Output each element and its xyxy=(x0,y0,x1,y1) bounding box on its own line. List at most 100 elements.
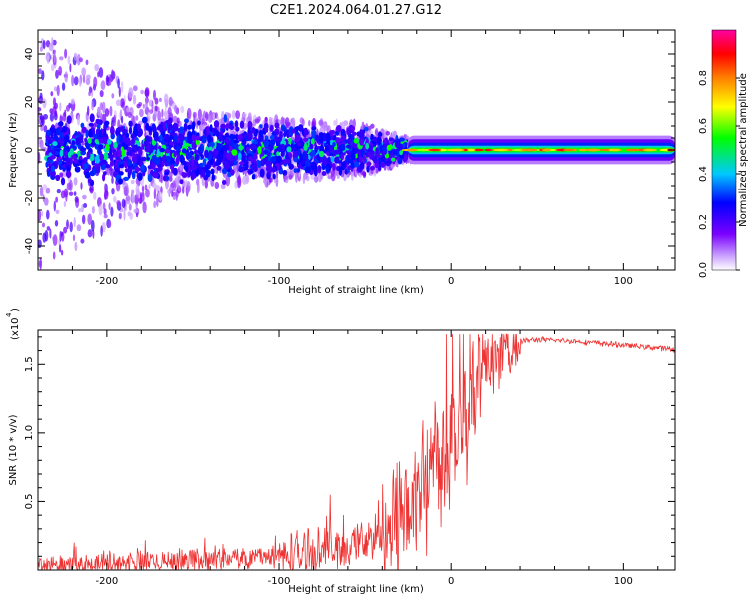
heatmap-cell xyxy=(64,109,67,118)
heatmap-cell xyxy=(99,102,103,111)
colorbar-tick-label: 0.0 xyxy=(698,262,709,278)
heatmap-cell xyxy=(139,108,144,118)
heatmap-cell xyxy=(214,112,218,119)
heatmap-cell xyxy=(153,108,158,118)
heatmap-cell xyxy=(467,148,476,152)
heatmap-cell xyxy=(314,134,320,141)
heatmap-cell xyxy=(49,108,53,114)
heatmap-cell xyxy=(311,126,317,131)
heatmap-cell xyxy=(91,219,95,232)
heatmap-cell xyxy=(129,212,134,220)
heatmap-cell xyxy=(148,184,151,190)
heatmap-cell xyxy=(96,123,101,130)
heatmap-cell xyxy=(110,168,114,178)
figure-title: C2E1.2024.064.01.27.G12 xyxy=(270,3,442,18)
heatmap-cell xyxy=(158,170,163,183)
heatmap-cell xyxy=(311,117,317,130)
x-tick-label: -200 xyxy=(96,576,119,587)
colorbar-gradient xyxy=(711,29,737,271)
snr-frame xyxy=(37,329,676,571)
heatmap-cell xyxy=(91,206,95,214)
heatmap-cell xyxy=(251,127,256,134)
bottom-y-ticks: 0.5 1.0 1.5 xyxy=(24,336,675,557)
heatmap-cell xyxy=(38,111,41,118)
heatmap-cell xyxy=(269,124,274,132)
heatmap-cell xyxy=(46,226,51,231)
heatmap-cell xyxy=(335,118,338,127)
heatmap-cell xyxy=(183,122,188,132)
top-x-ticks: -200 -100 0 100 xyxy=(37,30,659,287)
heatmap-cell xyxy=(110,206,114,217)
heatmap-cell xyxy=(164,171,170,176)
heatmap-cell xyxy=(87,105,90,116)
heatmap-cell xyxy=(303,127,308,135)
heatmap-cell xyxy=(103,189,109,200)
bottom-x-ticks: -200 -100 0 100 xyxy=(37,330,659,587)
heatmap-cell xyxy=(42,40,46,50)
heatmap-cell xyxy=(376,136,382,146)
heatmap-cell xyxy=(59,149,64,157)
heatmap-cell xyxy=(204,149,209,159)
heatmap-cell xyxy=(38,209,42,222)
heatmap-cell xyxy=(179,164,183,171)
heatmap-cell xyxy=(346,138,352,144)
heatmap-cell xyxy=(105,143,110,151)
heatmap-cell xyxy=(181,148,187,154)
heatmap-cell xyxy=(163,93,169,105)
heatmap-cell xyxy=(145,188,150,198)
heatmap-cell xyxy=(78,57,83,63)
heatmap-cell xyxy=(172,115,178,124)
heatmap-cell xyxy=(160,118,165,124)
heatmap-cell xyxy=(61,125,68,133)
heatmap-cell xyxy=(319,150,325,158)
heatmap-cell xyxy=(76,53,81,66)
heatmap-cell xyxy=(445,148,465,152)
heatmap-cell xyxy=(201,134,207,144)
heatmap-cell xyxy=(216,144,221,152)
heatmap-cell xyxy=(211,174,215,182)
heatmap-cell xyxy=(225,123,230,129)
heatmap-cell xyxy=(242,175,247,185)
heatmap-cell xyxy=(325,166,330,174)
heatmap-cell xyxy=(53,200,56,212)
y-multiplier-base: (x10 xyxy=(10,317,21,340)
heatmap-cell xyxy=(126,151,130,156)
heatmap-cell xyxy=(145,122,150,131)
heatmap-cell xyxy=(141,116,148,124)
heatmap-cell xyxy=(183,140,186,148)
heatmap-cell xyxy=(109,105,113,117)
heatmap-cell xyxy=(59,56,64,61)
heatmap-cell xyxy=(164,133,170,140)
heatmap-cell xyxy=(39,139,44,150)
y-tick-label: 20 xyxy=(24,96,35,109)
heatmap-cell xyxy=(159,124,164,133)
heatmap-cell xyxy=(152,171,159,179)
heatmap-cell xyxy=(71,140,76,145)
heatmap-cell xyxy=(285,117,290,128)
heatmap-cell xyxy=(302,151,306,160)
heatmap-cell xyxy=(127,112,133,118)
heatmap-cell xyxy=(93,76,98,88)
heatmap-cell xyxy=(386,144,393,151)
heatmap-cell xyxy=(264,127,269,133)
heatmap-cell xyxy=(207,111,213,124)
snr-series xyxy=(38,333,675,570)
heatmap-cell xyxy=(99,90,104,98)
heatmap-cell xyxy=(155,195,159,207)
heatmap-cell xyxy=(197,120,201,126)
heatmap-cell xyxy=(85,142,91,150)
heatmap-cell xyxy=(340,153,344,161)
heatmap-cell xyxy=(224,162,230,170)
heatmap-cell xyxy=(186,107,192,120)
heatmap-cell xyxy=(122,156,129,162)
heatmap-cell xyxy=(45,51,50,62)
heatmap-cell xyxy=(103,128,107,137)
heatmap-cell xyxy=(363,171,367,177)
heatmap-cell xyxy=(98,67,104,78)
heatmap-cell xyxy=(282,127,287,132)
heatmap-cell xyxy=(180,105,185,114)
heatmap-cell xyxy=(42,222,45,228)
heatmap-cell xyxy=(128,87,134,99)
heatmap-cell xyxy=(164,106,167,118)
